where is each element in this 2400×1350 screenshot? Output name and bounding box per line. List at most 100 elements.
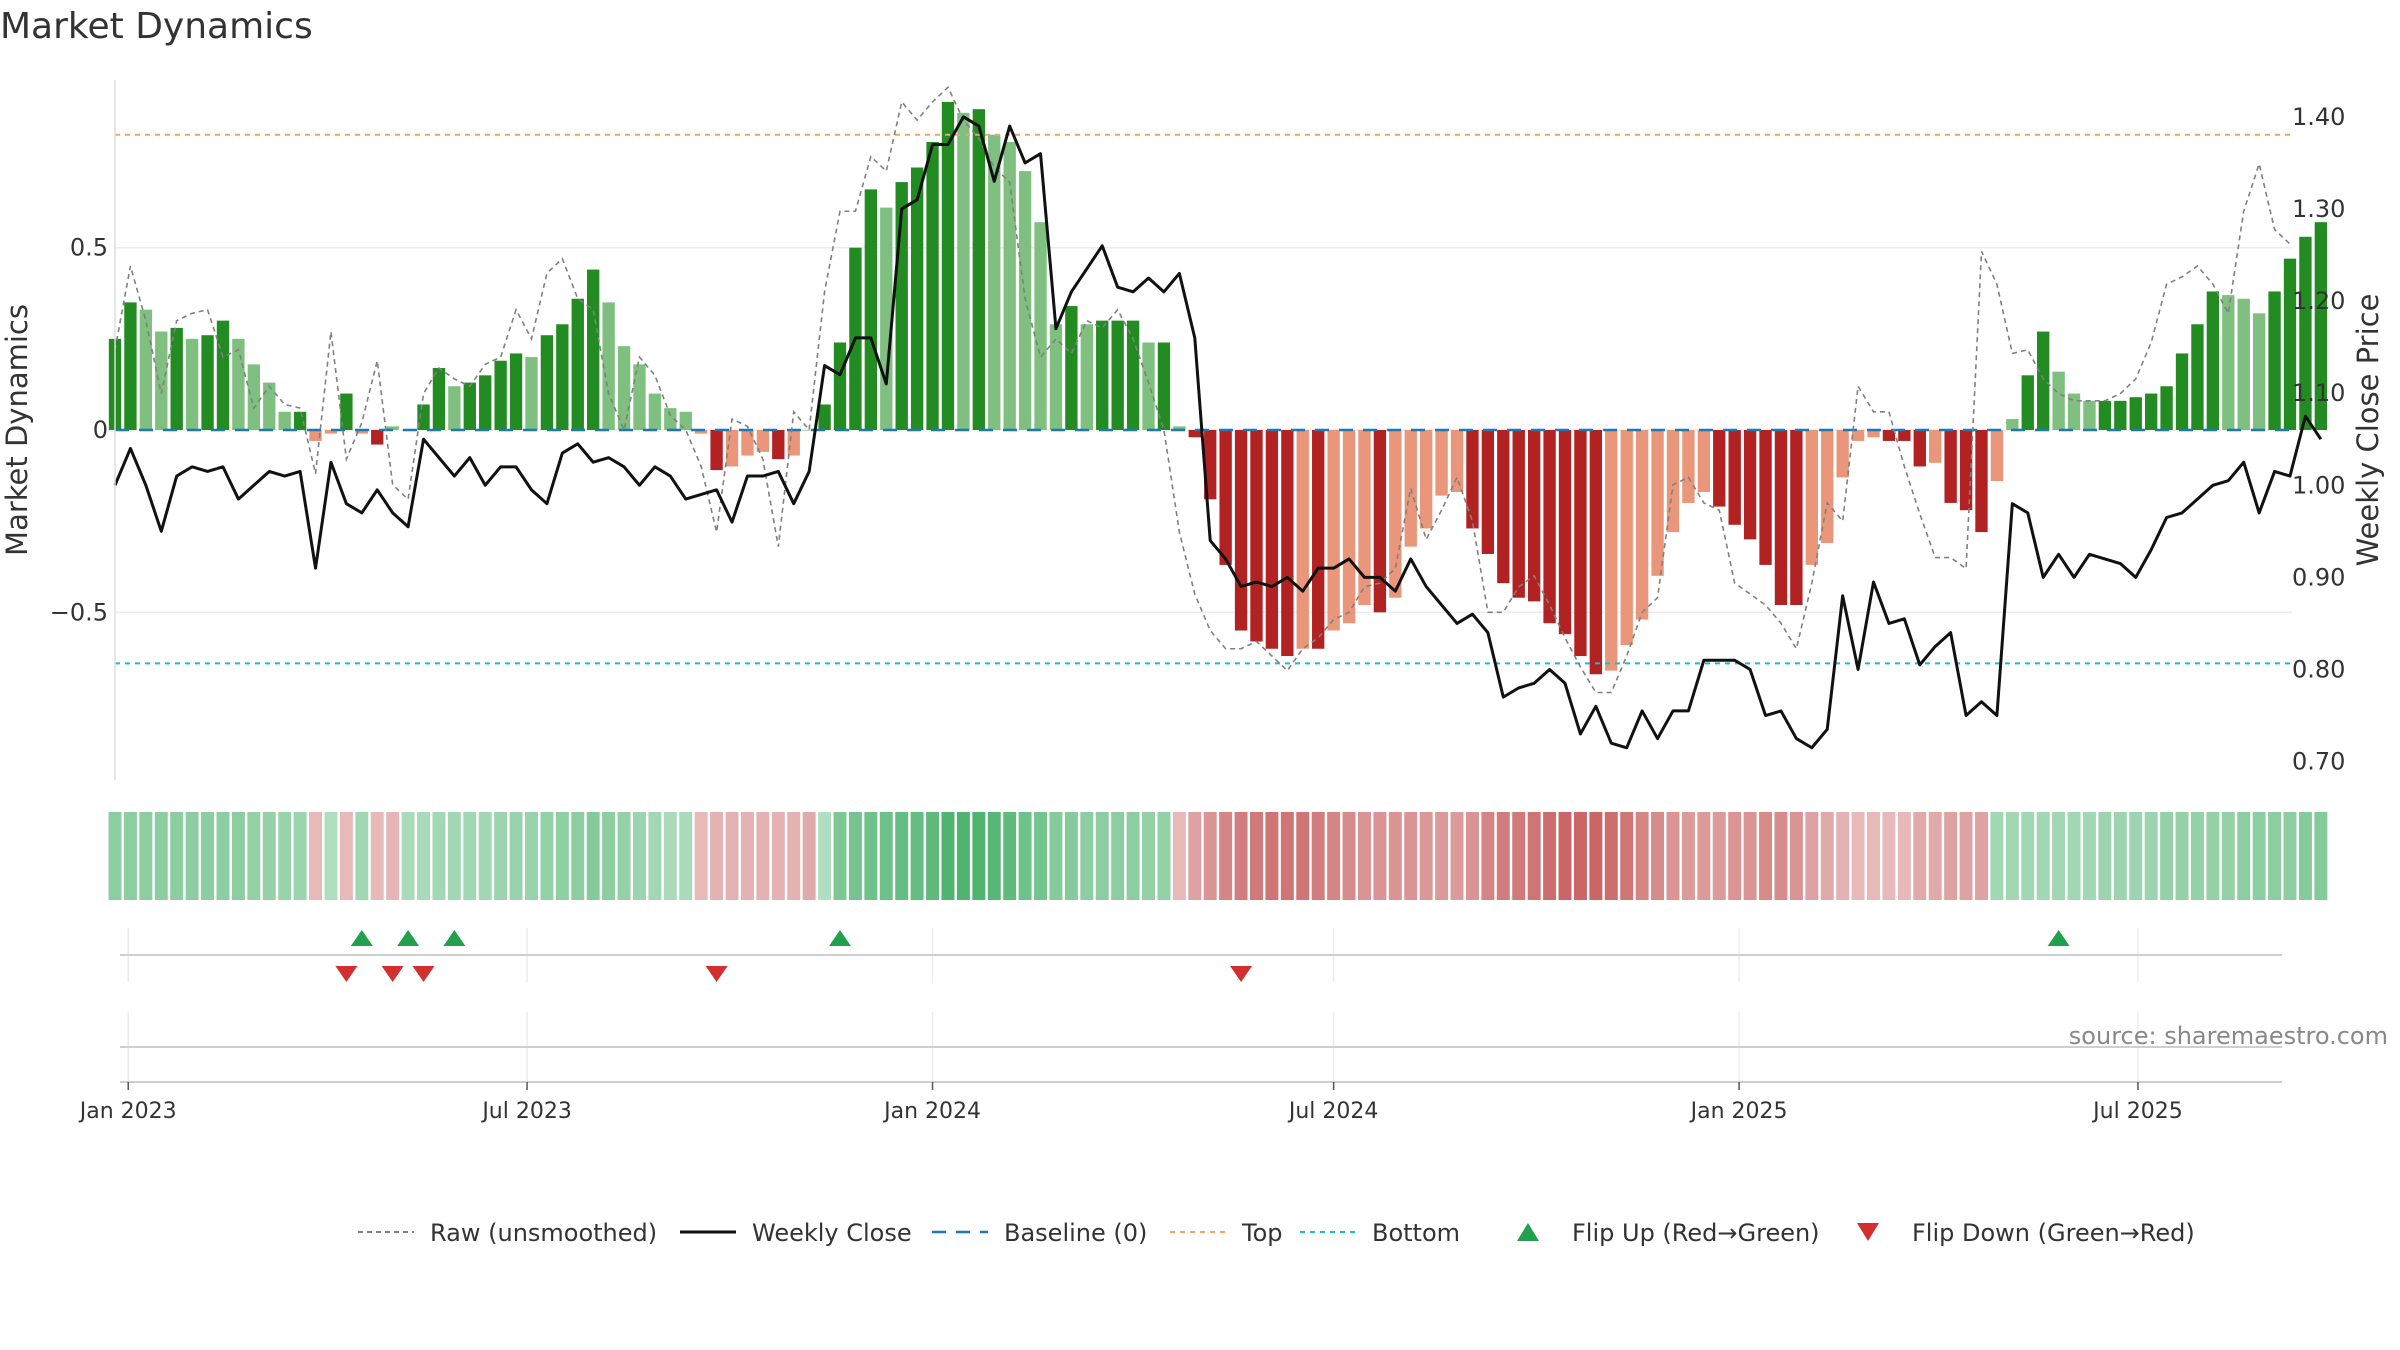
dynamics-bar <box>2283 258 2297 430</box>
strip-cell <box>1018 812 1032 900</box>
strip-cell <box>185 812 199 900</box>
strip-cell <box>2283 812 2297 900</box>
dynamics-bar <box>648 393 662 430</box>
dynamics-bar <box>232 338 245 430</box>
strip-cell <box>1774 812 1788 900</box>
dynamics-bar <box>1543 430 1556 624</box>
dynamics-bar <box>525 357 538 430</box>
strip-cell <box>370 812 384 900</box>
strip-cell <box>1543 812 1557 900</box>
strip-cell <box>216 812 230 900</box>
strip-cell <box>1805 812 1819 900</box>
strip-cell <box>123 812 137 900</box>
dynamics-bar <box>139 309 153 430</box>
strip-cell <box>2098 812 2112 900</box>
strength-strip <box>108 812 2328 900</box>
strip-cell <box>231 812 245 900</box>
dynamics-bar <box>2268 291 2281 430</box>
dynamics-bar <box>1790 430 1803 605</box>
dynamics-bar <box>2191 324 2204 430</box>
strip-cell <box>1928 812 1942 900</box>
strip-cell <box>1157 812 1171 900</box>
dynamics-bar <box>1096 320 1109 430</box>
strip-cell <box>1959 812 1973 900</box>
strip-cell <box>339 812 353 900</box>
dynamics-bar <box>1651 430 1664 576</box>
strip-cell <box>1882 812 1896 900</box>
dynamics-bar <box>556 324 569 430</box>
right-tick-label: 0.90 <box>2292 563 2345 591</box>
dynamics-bar <box>1080 324 1093 430</box>
strip-cell <box>1388 812 1402 900</box>
strip-cell <box>1759 812 1773 900</box>
dynamics-bar <box>2114 400 2127 430</box>
dynamics-bar <box>1574 430 1587 657</box>
strip-cell <box>2021 812 2035 900</box>
flip-up-marker <box>443 930 466 946</box>
right-tick-label: 0.80 <box>2292 655 2345 683</box>
legend-item: Raw (unsmoothed) <box>358 1219 657 1247</box>
strip-cell <box>463 812 477 900</box>
dynamics-bar <box>2299 236 2312 430</box>
legend-label: Baseline (0) <box>1004 1219 1147 1247</box>
strip-cell <box>1620 812 1634 900</box>
strip-cell <box>555 812 569 900</box>
right-tick-label: 1.00 <box>2292 471 2345 499</box>
strip-cell <box>1867 812 1880 900</box>
dynamics-bar <box>324 430 338 434</box>
main-panel <box>108 85 2328 750</box>
dynamics-bar <box>2206 291 2220 430</box>
strip-cell <box>941 812 955 900</box>
strip-cell <box>201 812 215 900</box>
dynamics-bar <box>1173 426 1186 430</box>
dynamics-bar <box>1635 430 1649 620</box>
strip-cell <box>1527 812 1541 900</box>
legend-item: Flip Down (Green→Red) <box>1857 1219 2195 1247</box>
strip-cell <box>571 812 585 900</box>
dynamics-bar <box>1851 430 1865 441</box>
dynamics-bar <box>386 426 399 430</box>
strip-cell <box>293 812 307 900</box>
dynamics-bar <box>1219 430 1232 565</box>
flip-up-marker <box>397 930 420 946</box>
strip-cell <box>1944 812 1958 900</box>
legend-swatch-flip-down <box>1857 1223 1879 1241</box>
strip-cell <box>494 812 508 900</box>
dynamics-bar <box>1728 430 1741 525</box>
strip-cell <box>586 812 600 900</box>
dynamics-bar <box>448 386 461 430</box>
dynamics-bar <box>1990 430 2004 482</box>
dynamics-bar <box>1327 430 1340 631</box>
dynamics-bar <box>509 353 523 430</box>
dynamics-bar <box>1913 430 1926 467</box>
dynamics-bar <box>1527 430 1541 602</box>
strip-cell <box>1651 812 1665 900</box>
dynamics-bar <box>833 342 847 430</box>
right-tick-label: 0.70 <box>2292 748 2345 776</box>
flip-down-marker <box>1230 966 1253 982</box>
right-tick-label: 1.10 <box>2292 379 2345 407</box>
dynamics-bar <box>1435 430 1448 496</box>
legend-label: Bottom <box>1372 1219 1460 1247</box>
dynamics-bar <box>1944 430 1957 503</box>
dynamics-bar <box>1929 430 1942 463</box>
strip-cell <box>324 812 338 900</box>
strip-cell <box>1111 812 1125 900</box>
flip-down-marker <box>705 966 728 982</box>
strip-cell <box>1126 812 1140 900</box>
strip-cell <box>2252 812 2266 900</box>
dynamics-bar <box>494 360 507 430</box>
legend-item: Bottom <box>1300 1219 1460 1247</box>
legend-swatch-flip-up <box>1517 1223 1539 1241</box>
left-tick-label: 0 <box>93 416 108 444</box>
strip-cell <box>2268 812 2282 900</box>
strip-cell <box>1604 812 1618 900</box>
strip-cell <box>910 812 924 900</box>
strip-cell <box>1975 812 1988 900</box>
right-tick-label: 1.30 <box>2292 195 2345 223</box>
strip-cell <box>879 812 893 900</box>
strip-cell <box>2067 812 2081 900</box>
strip-cell <box>2036 812 2050 900</box>
strip-cell <box>1481 812 1495 900</box>
legend-label: Flip Up (Red→Green) <box>1572 1219 1820 1247</box>
